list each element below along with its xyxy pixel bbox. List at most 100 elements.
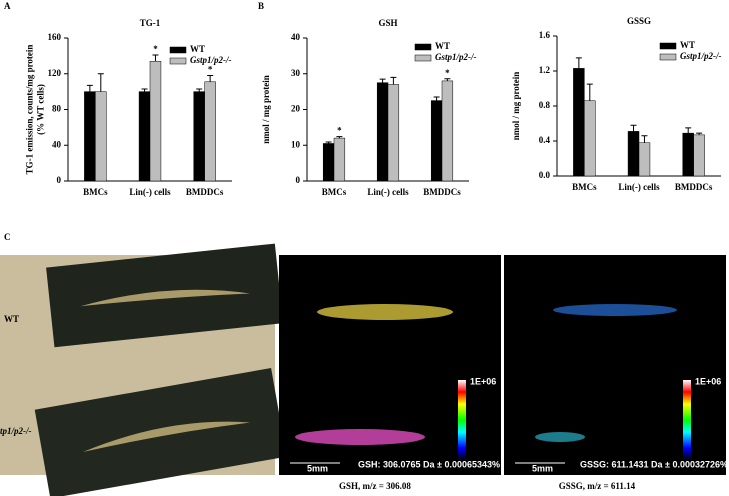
- y-axis-label: nmol / mg protein: [261, 75, 271, 144]
- error-bar: [696, 132, 703, 135]
- y-tick-label: 0.4: [539, 135, 551, 145]
- error-bar: [196, 88, 203, 92]
- y-tick-label: 30: [291, 68, 301, 78]
- significance-marker: *: [153, 44, 158, 54]
- legend-swatch: [659, 53, 677, 61]
- legend-label: Gstp1/p2-/-: [680, 51, 722, 61]
- y-tick-label: 0.8: [539, 100, 551, 110]
- scale-label: 5mm: [307, 463, 328, 473]
- error-bar: [379, 78, 386, 83]
- bar: [84, 91, 96, 182]
- error-bar: [685, 127, 692, 134]
- legend-swatch: [659, 42, 677, 50]
- scale-label: 5mm: [532, 463, 553, 473]
- y-axis-label: nmol / mg protein: [511, 72, 521, 141]
- error-bar: [586, 83, 593, 101]
- y-axis-label: TG-1 emission, counts/mg protein: [25, 45, 35, 175]
- y-tick-label: 20: [291, 104, 301, 114]
- legend-label: WT: [680, 40, 695, 50]
- significance-marker: *: [337, 126, 342, 136]
- y-tick-label: 40: [291, 32, 301, 42]
- x-tick-label: BMDDCs: [423, 187, 461, 197]
- bar: [441, 80, 454, 182]
- bar: [430, 100, 443, 182]
- legend-label: Gstp1/p2-/-: [190, 55, 232, 65]
- legend-label: Gstp1/p2-/-: [435, 52, 477, 62]
- bar: [333, 137, 346, 182]
- x-tick-label: BMDDCs: [675, 182, 713, 192]
- chart-title: GSH: [378, 18, 397, 28]
- chart-title: GSSG: [627, 16, 651, 26]
- chart-title: TG-1: [140, 18, 161, 28]
- error-bar: [97, 73, 104, 92]
- legend-swatch: [414, 43, 432, 51]
- bar: [627, 131, 640, 177]
- bar: [638, 142, 651, 177]
- bar: [376, 82, 389, 182]
- y-tick-label: 10: [291, 139, 301, 149]
- y-tick-label: 80: [52, 104, 62, 114]
- y-tick-label: 1.2: [539, 65, 551, 75]
- x-tick-label: Lin(-) cells: [367, 187, 409, 197]
- x-tick-label: Lin(-) cells: [129, 187, 171, 197]
- error-bar: [325, 141, 332, 144]
- bar: [95, 91, 107, 182]
- significance-marker: *: [445, 68, 450, 78]
- legend-swatch: [414, 54, 432, 62]
- error-bar: [641, 135, 648, 143]
- row-label: Gstp1/p2-/-: [0, 426, 32, 436]
- image-caption: GSH, m/z = 306.08: [339, 481, 411, 491]
- bar: [693, 134, 705, 177]
- legend-label: WT: [190, 44, 205, 54]
- tissue-slice: [34, 368, 287, 496]
- panel-label: B: [258, 1, 264, 11]
- error-bar: [390, 76, 397, 85]
- legend-swatch: [169, 57, 187, 65]
- bar: [573, 68, 585, 177]
- y-tick-label: 120: [48, 68, 62, 78]
- error-bar: [444, 78, 451, 81]
- error-bar: [86, 84, 93, 92]
- y-tick-label: 1.6: [539, 30, 551, 40]
- y-tick-label: 160: [48, 32, 62, 42]
- bar: [387, 84, 400, 182]
- bar: [682, 132, 694, 177]
- x-tick-label: Lin(-) cells: [618, 182, 660, 192]
- error-bar: [336, 136, 343, 139]
- bar: [584, 100, 596, 177]
- error-bar: [152, 54, 159, 62]
- y-tick-label: 0: [296, 175, 301, 185]
- y-tick-label: 40: [52, 139, 62, 149]
- bar: [193, 91, 205, 182]
- image-info: GSH: 306.0765 Da ± 0.00065343%: [358, 459, 500, 469]
- x-tick-label: BMCs: [572, 182, 597, 192]
- x-tick-label: BMDDCs: [186, 187, 224, 197]
- image-caption: GSSG, m/z = 611.14: [559, 481, 636, 491]
- error-bar: [433, 96, 440, 101]
- y-axis-label: (% WT cells): [36, 84, 46, 135]
- legend-swatch: [169, 46, 187, 54]
- row-label: WT: [4, 314, 19, 324]
- panel-label: C: [4, 232, 11, 242]
- colorbar-label: 1E+06: [470, 376, 496, 386]
- error-bar: [141, 88, 148, 92]
- bar: [149, 60, 162, 182]
- colorbar-label: 1E+06: [695, 376, 721, 386]
- significance-marker: *: [208, 65, 213, 75]
- x-tick-label: BMCs: [83, 187, 108, 197]
- bar: [204, 81, 216, 182]
- error-bar: [207, 75, 214, 82]
- bar: [322, 143, 335, 182]
- error-bar: [575, 57, 582, 69]
- x-tick-label: BMCs: [322, 187, 347, 197]
- tissue-slice: [46, 243, 284, 348]
- ms-image: 1E+06 5mm GSSG: 611.1431 Da ± 0.00032726…: [504, 255, 728, 475]
- image-info: GSSG: 611.1431 Da ± 0.00032726%: [580, 459, 728, 469]
- y-tick-label: 0: [57, 175, 62, 185]
- error-bar: [630, 124, 637, 132]
- panel-label: A: [4, 1, 11, 11]
- bar: [138, 91, 151, 182]
- ms-image: 1E+06 5mm GSH: 306.0765 Da ± 0.00065343%: [279, 255, 501, 475]
